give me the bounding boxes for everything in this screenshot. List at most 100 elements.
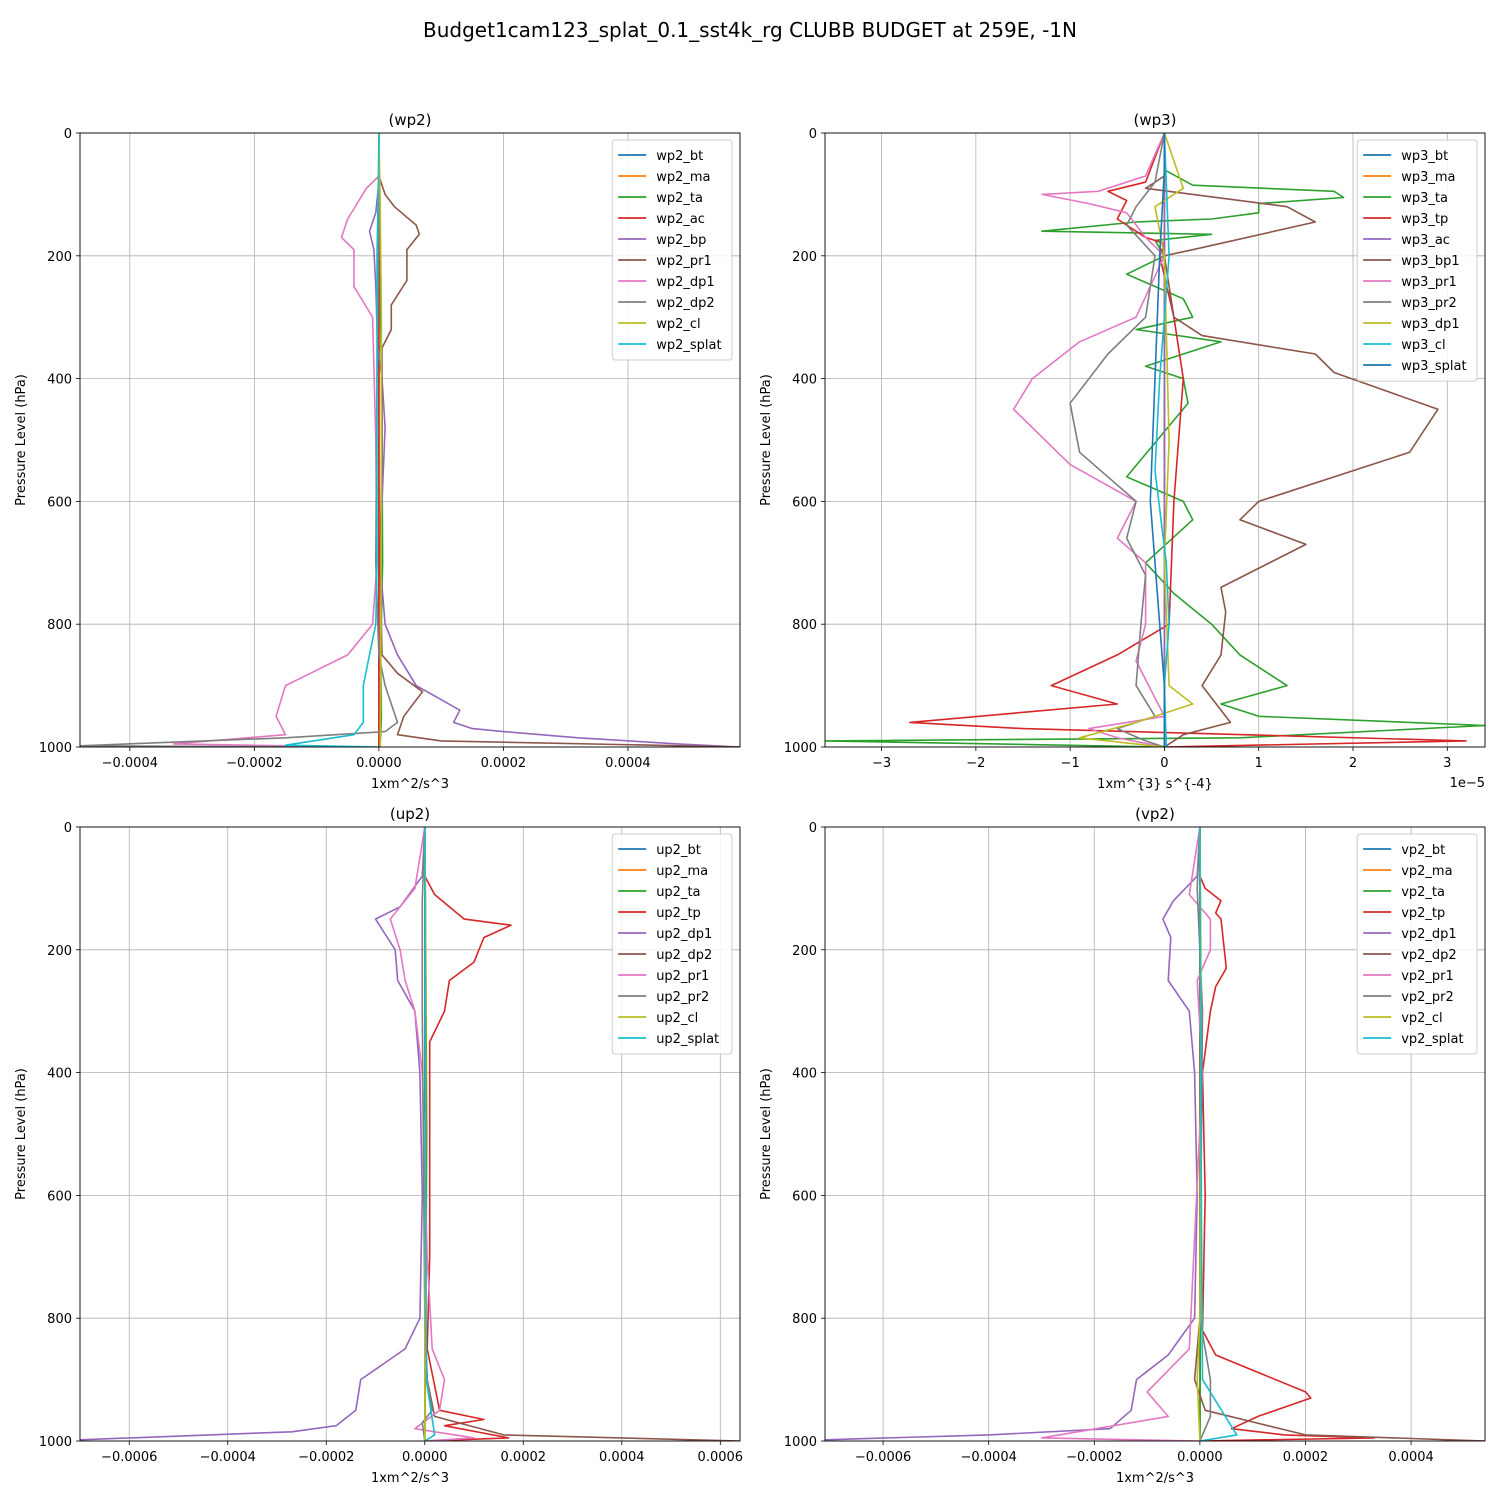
legend-label-wp3_ma: wp3_ma xyxy=(1401,170,1455,185)
legend-label-wp3_dp1: wp3_dp1 xyxy=(1401,317,1459,332)
x-tick-label: 0 xyxy=(1160,756,1168,771)
series-line-vp2_splat xyxy=(1199,827,1238,1441)
legend-label-vp2_pr1: vp2_pr1 xyxy=(1401,969,1454,984)
y-tick-label: 200 xyxy=(792,944,817,959)
x-tick-label: 3 xyxy=(1443,756,1451,771)
y-tick-label: 600 xyxy=(792,495,817,510)
legend-label-wp2_ac: wp2_ac xyxy=(656,212,705,227)
y-tick-label: 200 xyxy=(47,944,72,959)
y-axis-label: Pressure Level (hPa) xyxy=(14,1068,29,1200)
legend-label-wp3_bt: wp3_bt xyxy=(1401,149,1448,164)
x-tick-label: −0.0006 xyxy=(855,1450,911,1465)
x-tick-label: −0.0004 xyxy=(102,756,158,771)
x-offset-label: 1e−5 xyxy=(1450,776,1485,791)
legend-label-up2_splat: up2_splat xyxy=(656,1032,719,1047)
subplot-title: (vp2) xyxy=(1135,805,1175,823)
y-axis-label: Pressure Level (hPa) xyxy=(14,374,29,506)
panel-wp3: −3 −2 −1 0 1 2 3 0 200 400 600 800 1000 (wp3) 1xm^{3} … xyxy=(759,111,1486,792)
series-line-wp3_cl xyxy=(1154,133,1170,747)
series-line-vp2_tp xyxy=(1199,827,1375,1441)
plot-frame xyxy=(79,826,741,1442)
x-tick-label: 0.0006 xyxy=(698,1450,744,1465)
series-line-wp2_pr1 xyxy=(378,133,740,747)
x-tick-label: 0.0004 xyxy=(599,1450,645,1465)
y-tick-label: 600 xyxy=(47,495,72,510)
legend-label-up2_dp2: up2_dp2 xyxy=(656,948,712,963)
series-line-wp2_splat xyxy=(284,133,380,747)
y-tick-label: 800 xyxy=(47,1312,72,1327)
legend-label-up2_dp1: up2_dp1 xyxy=(656,927,712,942)
plot-frame xyxy=(824,826,1486,1442)
x-axis-label: 1xm^{3} s^{-4} xyxy=(1097,777,1213,792)
legend-box xyxy=(1356,833,1478,1055)
x-tick-label: −0.0002 xyxy=(226,756,282,771)
x-tick-label: 2 xyxy=(1349,756,1357,771)
legend-label-vp2_splat: vp2_splat xyxy=(1401,1032,1463,1047)
y-tick-label: 0 xyxy=(64,127,72,142)
legend-label-wp3_splat: wp3_splat xyxy=(1401,359,1466,374)
x-tick-label: 0.0002 xyxy=(501,1450,547,1465)
y-tick-label: 800 xyxy=(792,618,817,633)
series-line-wp3_splat xyxy=(1149,133,1166,747)
legend-label-vp2_bt: vp2_bt xyxy=(1401,843,1445,858)
x-tick-label: 0.0002 xyxy=(1283,1450,1329,1465)
y-tick-label: 800 xyxy=(47,618,72,633)
series-line-wp3_tp xyxy=(909,133,1467,747)
y-tick-label: 400 xyxy=(792,373,817,388)
legend-label-wp3_cl: wp3_cl xyxy=(1401,338,1445,353)
legend-label-wp3_ac: wp3_ac xyxy=(1401,233,1450,248)
y-tick-label: 400 xyxy=(47,1067,72,1082)
y-tick-label: 600 xyxy=(47,1189,72,1204)
series-line-vp2_dp1 xyxy=(825,827,1201,1441)
x-tick-label: −1 xyxy=(1061,756,1080,771)
legend-label-wp2_dp2: wp2_dp2 xyxy=(656,296,714,311)
x-tick-label: −0.0002 xyxy=(1066,1450,1122,1465)
legend: vp2_bt vp2_ma vp2_ta vp2_tp vp2_dp1 vp2_dp2vp… xyxy=(1356,833,1478,1055)
legend-label-wp2_bp: wp2_bp xyxy=(656,233,706,248)
series-line-up2_splat xyxy=(424,827,436,1441)
panel-wp2: −0.0004 −0.0002 0.0000 0.0002 0.0004 0 200 400 6… xyxy=(14,111,741,792)
y-tick-label: 0 xyxy=(809,821,817,836)
series-line-wp3_dp1 xyxy=(1078,133,1194,747)
legend-label-wp2_ma: wp2_ma xyxy=(656,170,710,185)
legend-label-wp2_bt: wp2_bt xyxy=(656,149,703,164)
legend-label-wp2_ta: wp2_ta xyxy=(656,191,703,206)
y-axis-label: Pressure Level (hPa) xyxy=(759,1068,774,1200)
x-tick-label: −0.0006 xyxy=(101,1450,157,1465)
series-line-wp3_bp1 xyxy=(1144,133,1439,747)
x-tick-label: −3 xyxy=(872,756,891,771)
y-axis-label: Pressure Level (hPa) xyxy=(759,374,774,506)
legend-label-wp2_splat: wp2_splat xyxy=(656,338,721,353)
y-tick-label: 600 xyxy=(792,1189,817,1204)
legend-label-vp2_dp1: vp2_dp1 xyxy=(1401,927,1457,942)
series-lines xyxy=(80,827,740,1441)
y-tick-label: 1000 xyxy=(784,1435,817,1450)
legend-label-wp2_pr1: wp2_pr1 xyxy=(656,254,712,269)
x-tick-label: 1 xyxy=(1255,756,1263,771)
legend-label-vp2_pr2: vp2_pr2 xyxy=(1401,990,1454,1005)
series-lines xyxy=(825,827,1485,1441)
legend-label-vp2_ta: vp2_ta xyxy=(1401,885,1445,900)
legend-label-wp3_ta: wp3_ta xyxy=(1401,191,1448,206)
legend-label-up2_pr1: up2_pr1 xyxy=(656,969,709,984)
y-tick-label: 400 xyxy=(47,373,72,388)
x-tick-label: 0.0000 xyxy=(402,1450,448,1465)
x-tick-label: 0.0000 xyxy=(1177,1450,1223,1465)
legend: up2_bt up2_ma up2_ta up2_tp up2_dp1 up2_dp2up… xyxy=(611,833,733,1055)
series-line-up2_dp1 xyxy=(80,827,426,1441)
series-line-wp2_cl xyxy=(378,133,383,747)
legend-label-up2_bt: up2_bt xyxy=(656,843,701,858)
series-line-up2_tp xyxy=(424,827,512,1441)
subplot-title: (up2) xyxy=(390,805,430,823)
y-tick-label: 800 xyxy=(792,1312,817,1327)
subplot-title: (wp2) xyxy=(388,111,431,129)
y-tick-label: 1000 xyxy=(39,741,72,756)
x-axis-label: 1xm^2/s^3 xyxy=(1116,1471,1194,1486)
series-line-wp3_ta xyxy=(825,133,1485,747)
legend-label-wp3_tp: wp3_tp xyxy=(1401,212,1448,227)
plot-frame xyxy=(79,132,741,748)
x-tick-label: 0.0002 xyxy=(481,756,527,771)
legend-box xyxy=(611,833,733,1055)
y-tick-label: 0 xyxy=(809,127,817,142)
